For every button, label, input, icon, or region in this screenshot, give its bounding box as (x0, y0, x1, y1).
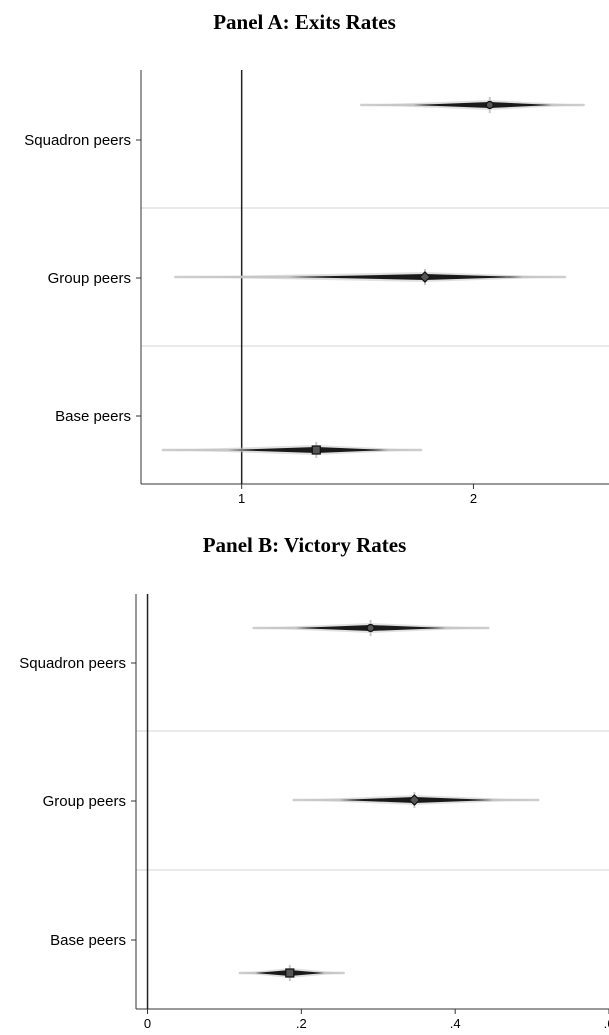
x-tick-label: .2 (296, 1016, 307, 1031)
x-tick-label: 1 (238, 491, 245, 506)
ci-inner (228, 447, 389, 453)
panel-b-title: Panel B: Victory Rates (202, 533, 407, 557)
x-tick-label: 0 (144, 1016, 151, 1031)
category-label: Squadron peers (24, 132, 131, 149)
ci-inner (413, 102, 553, 108)
category-label: Group peers (43, 793, 126, 810)
point-marker-circle (485, 100, 494, 110)
point-marker-square (285, 968, 295, 978)
point-marker-circle (366, 623, 375, 633)
point-marker-square (311, 445, 321, 455)
ci-inner (288, 274, 524, 280)
x-tick-label: .6 (604, 1016, 609, 1031)
panel-a-title: Panel A: Exits Rates (213, 10, 396, 34)
x-tick-label: .4 (450, 1016, 461, 1031)
point-marker-diamond (408, 794, 421, 806)
category-label: Group peers (48, 270, 131, 287)
category-label: Squadron peers (19, 655, 126, 672)
x-tick-label: 2 (470, 491, 477, 506)
point-marker-diamond (419, 271, 431, 283)
category-label: Base peers (55, 408, 131, 425)
category-label: Base peers (50, 932, 126, 949)
